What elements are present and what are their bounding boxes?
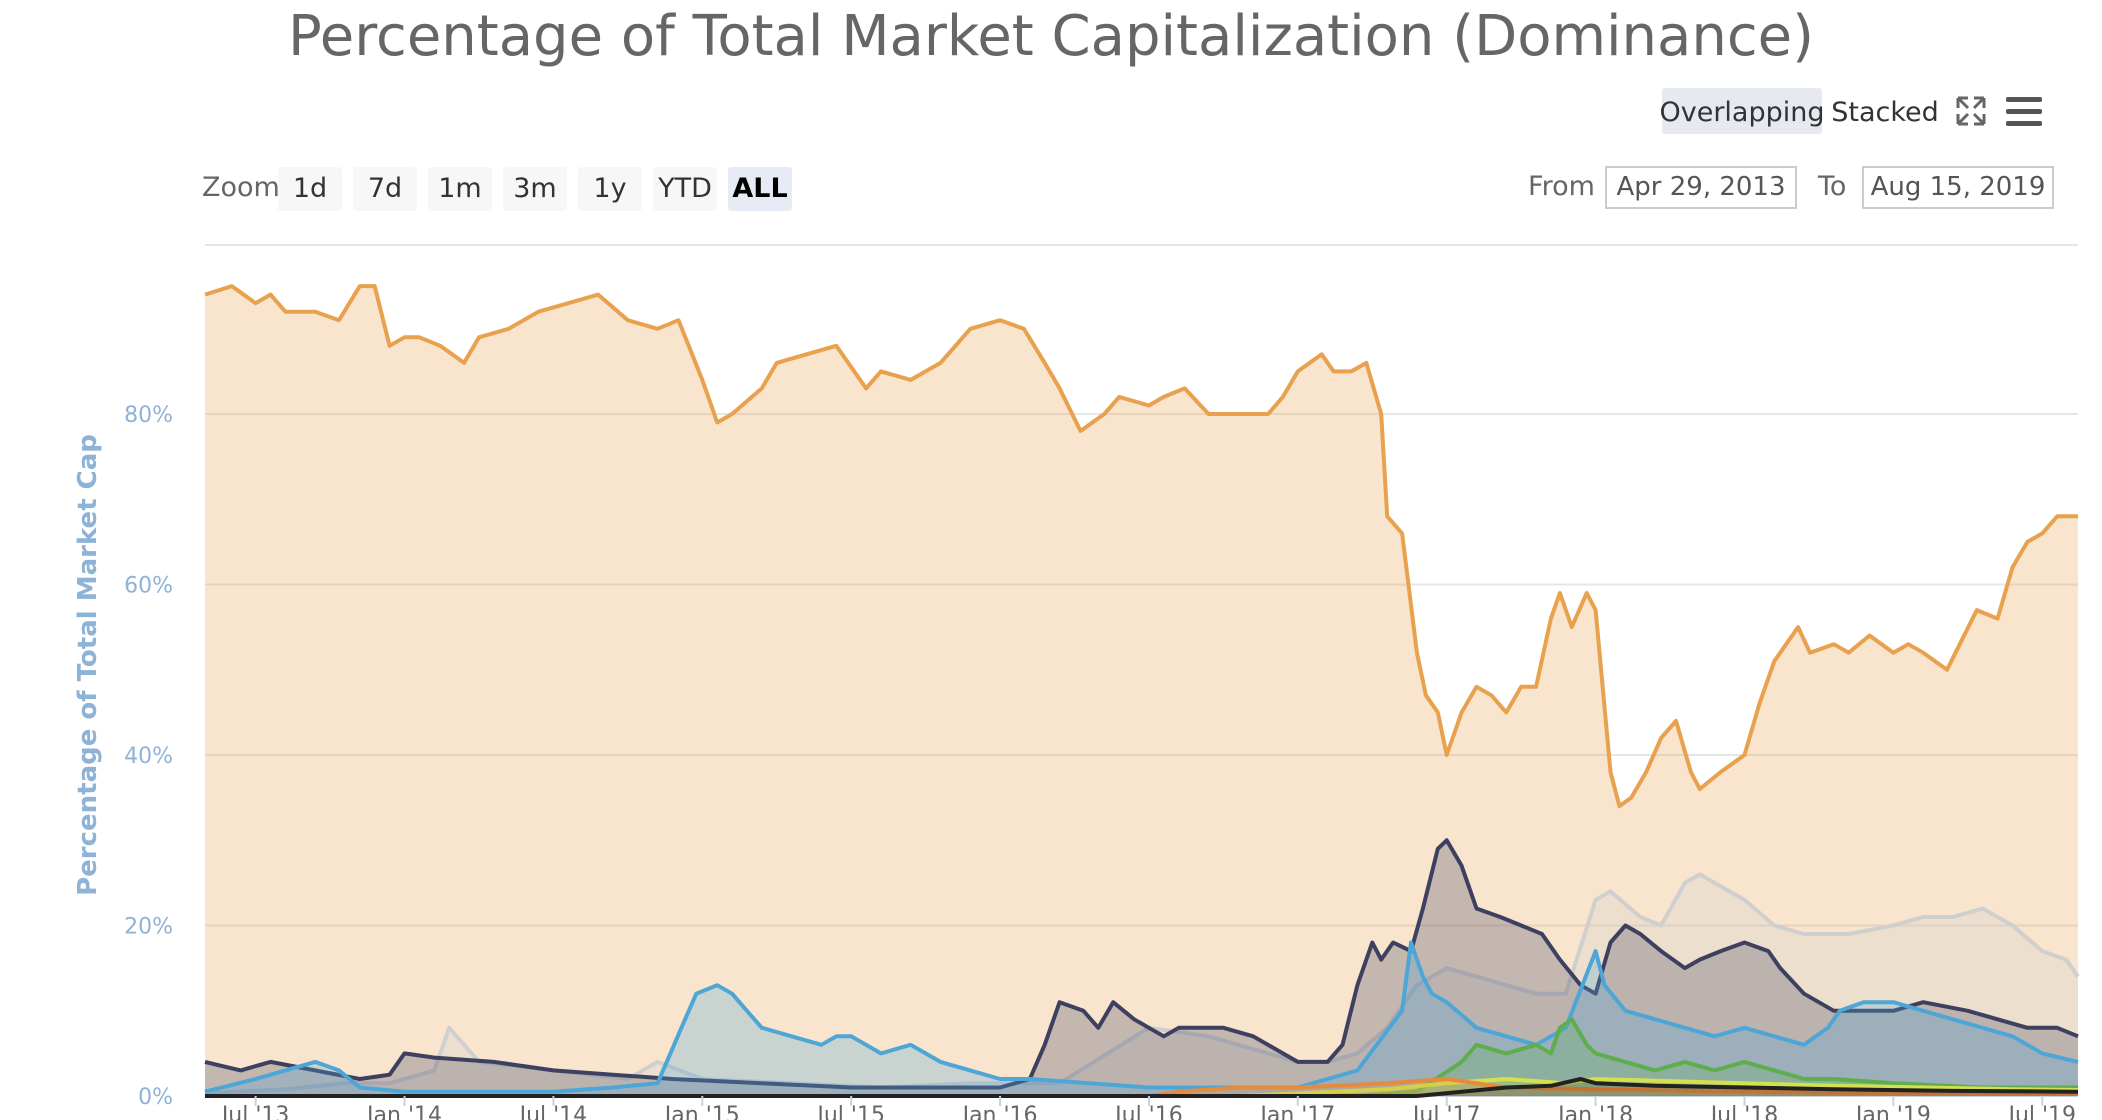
other-lightgray-series-line [204, 872, 2080, 1096]
x-tick-label: Jul '15 [815, 1103, 885, 1120]
from-label: From [1528, 171, 1595, 202]
x-tick-label: Jan '14 [365, 1103, 442, 1120]
zoom-button-1m[interactable]: 1m [428, 167, 492, 211]
x-tick-label: Jan '16 [961, 1103, 1038, 1120]
series-layer [204, 284, 2080, 1098]
zoom-label: Zoom [202, 172, 280, 203]
zoom-button-label: 1d [293, 173, 327, 204]
to-label: To [1817, 171, 1846, 202]
zoom-button-label: ALL [732, 173, 787, 204]
zoom-button-label: 3m [513, 173, 556, 204]
from-date-input[interactable]: Apr 29, 2013 [1605, 166, 1797, 209]
x-tick-label: Jul '19 [2006, 1103, 2076, 1120]
zoom-button-ytd[interactable]: YTD [653, 167, 717, 211]
yellow-green-series-line [205, 1077, 2079, 1098]
zoom-button-7d[interactable]: 7d [353, 167, 417, 211]
zoom-button-label: YTD [657, 173, 712, 204]
zoom-button-label: 7d [368, 173, 402, 204]
x-tick-label: Jul '17 [1411, 1103, 1481, 1120]
black-series-area [205, 1079, 2078, 1096]
overlapping-label: Overlapping [1659, 97, 1824, 128]
x-tick-label: Jan '17 [1258, 1103, 1335, 1120]
x-axis-ticks: Jul '13 Jan '14 Jul '14 Jan '15 Jul '15 Jan '… [220, 1096, 2076, 1120]
orange-small-series-line [205, 1077, 2078, 1098]
x-tick-label: Jul '14 [518, 1103, 588, 1120]
y-tick-label: 20% [124, 915, 173, 940]
view-mode-overlapping-button[interactable]: Overlapping [1659, 88, 1825, 134]
y-tick-label: 40% [124, 744, 173, 769]
ethereum-series-line [204, 838, 2079, 1090]
bitcoin-series-line [204, 284, 2078, 809]
stacked-label: Stacked [1831, 97, 1939, 128]
zoom-button-3m[interactable]: 3m [503, 167, 567, 211]
view-mode-stacked-button[interactable]: Stacked [1831, 88, 1939, 134]
x-tick-label: Jul '13 [220, 1103, 290, 1120]
x-tick-label: Jan '15 [663, 1103, 740, 1120]
zoom-button-label: 1m [438, 173, 481, 204]
x-tick-label: Jul '18 [1709, 1103, 1779, 1120]
zoom-button-group: 1d 7d 1m 3m 1y YTD ALL [278, 167, 792, 211]
green-series-line [205, 1017, 2078, 1098]
to-date-input[interactable]: Aug 15, 2019 [1862, 166, 2054, 209]
zoom-button-label: 1y [593, 173, 626, 204]
x-tick-label: Jan '19 [1854, 1103, 1931, 1120]
y-axis-title: Percentage of Total Market Cap [73, 434, 103, 896]
fullscreen-icon[interactable] [1956, 96, 1986, 126]
y-tick-label: 60% [124, 574, 173, 599]
y-tick-label: 0% [138, 1085, 173, 1110]
from-date-value: Apr 29, 2013 [1616, 172, 1785, 202]
y-tick-label: 80% [124, 403, 173, 428]
hamburger-menu-icon[interactable] [2006, 97, 2042, 126]
ethereum-series-area [205, 840, 2078, 1096]
chart-title: Percentage of Total Market Capitalizatio… [288, 4, 1814, 69]
to-date-value: Aug 15, 2019 [1871, 172, 2046, 202]
green-series-area [205, 1019, 2078, 1096]
x-tick-label: Jan '18 [1556, 1103, 1633, 1120]
orange-small-series-area [205, 1079, 2078, 1096]
y-axis-ticks: 0% 20% 40% 60% 80% [124, 403, 173, 1110]
zoom-button-1d[interactable]: 1d [278, 167, 342, 211]
other-lightgray-series-area [205, 874, 2078, 1096]
zoom-button-all[interactable]: ALL [728, 167, 792, 211]
x-tick-label: Jul '16 [1113, 1103, 1183, 1120]
black-series-line [205, 1077, 2079, 1098]
zoom-button-1y[interactable]: 1y [578, 167, 642, 211]
